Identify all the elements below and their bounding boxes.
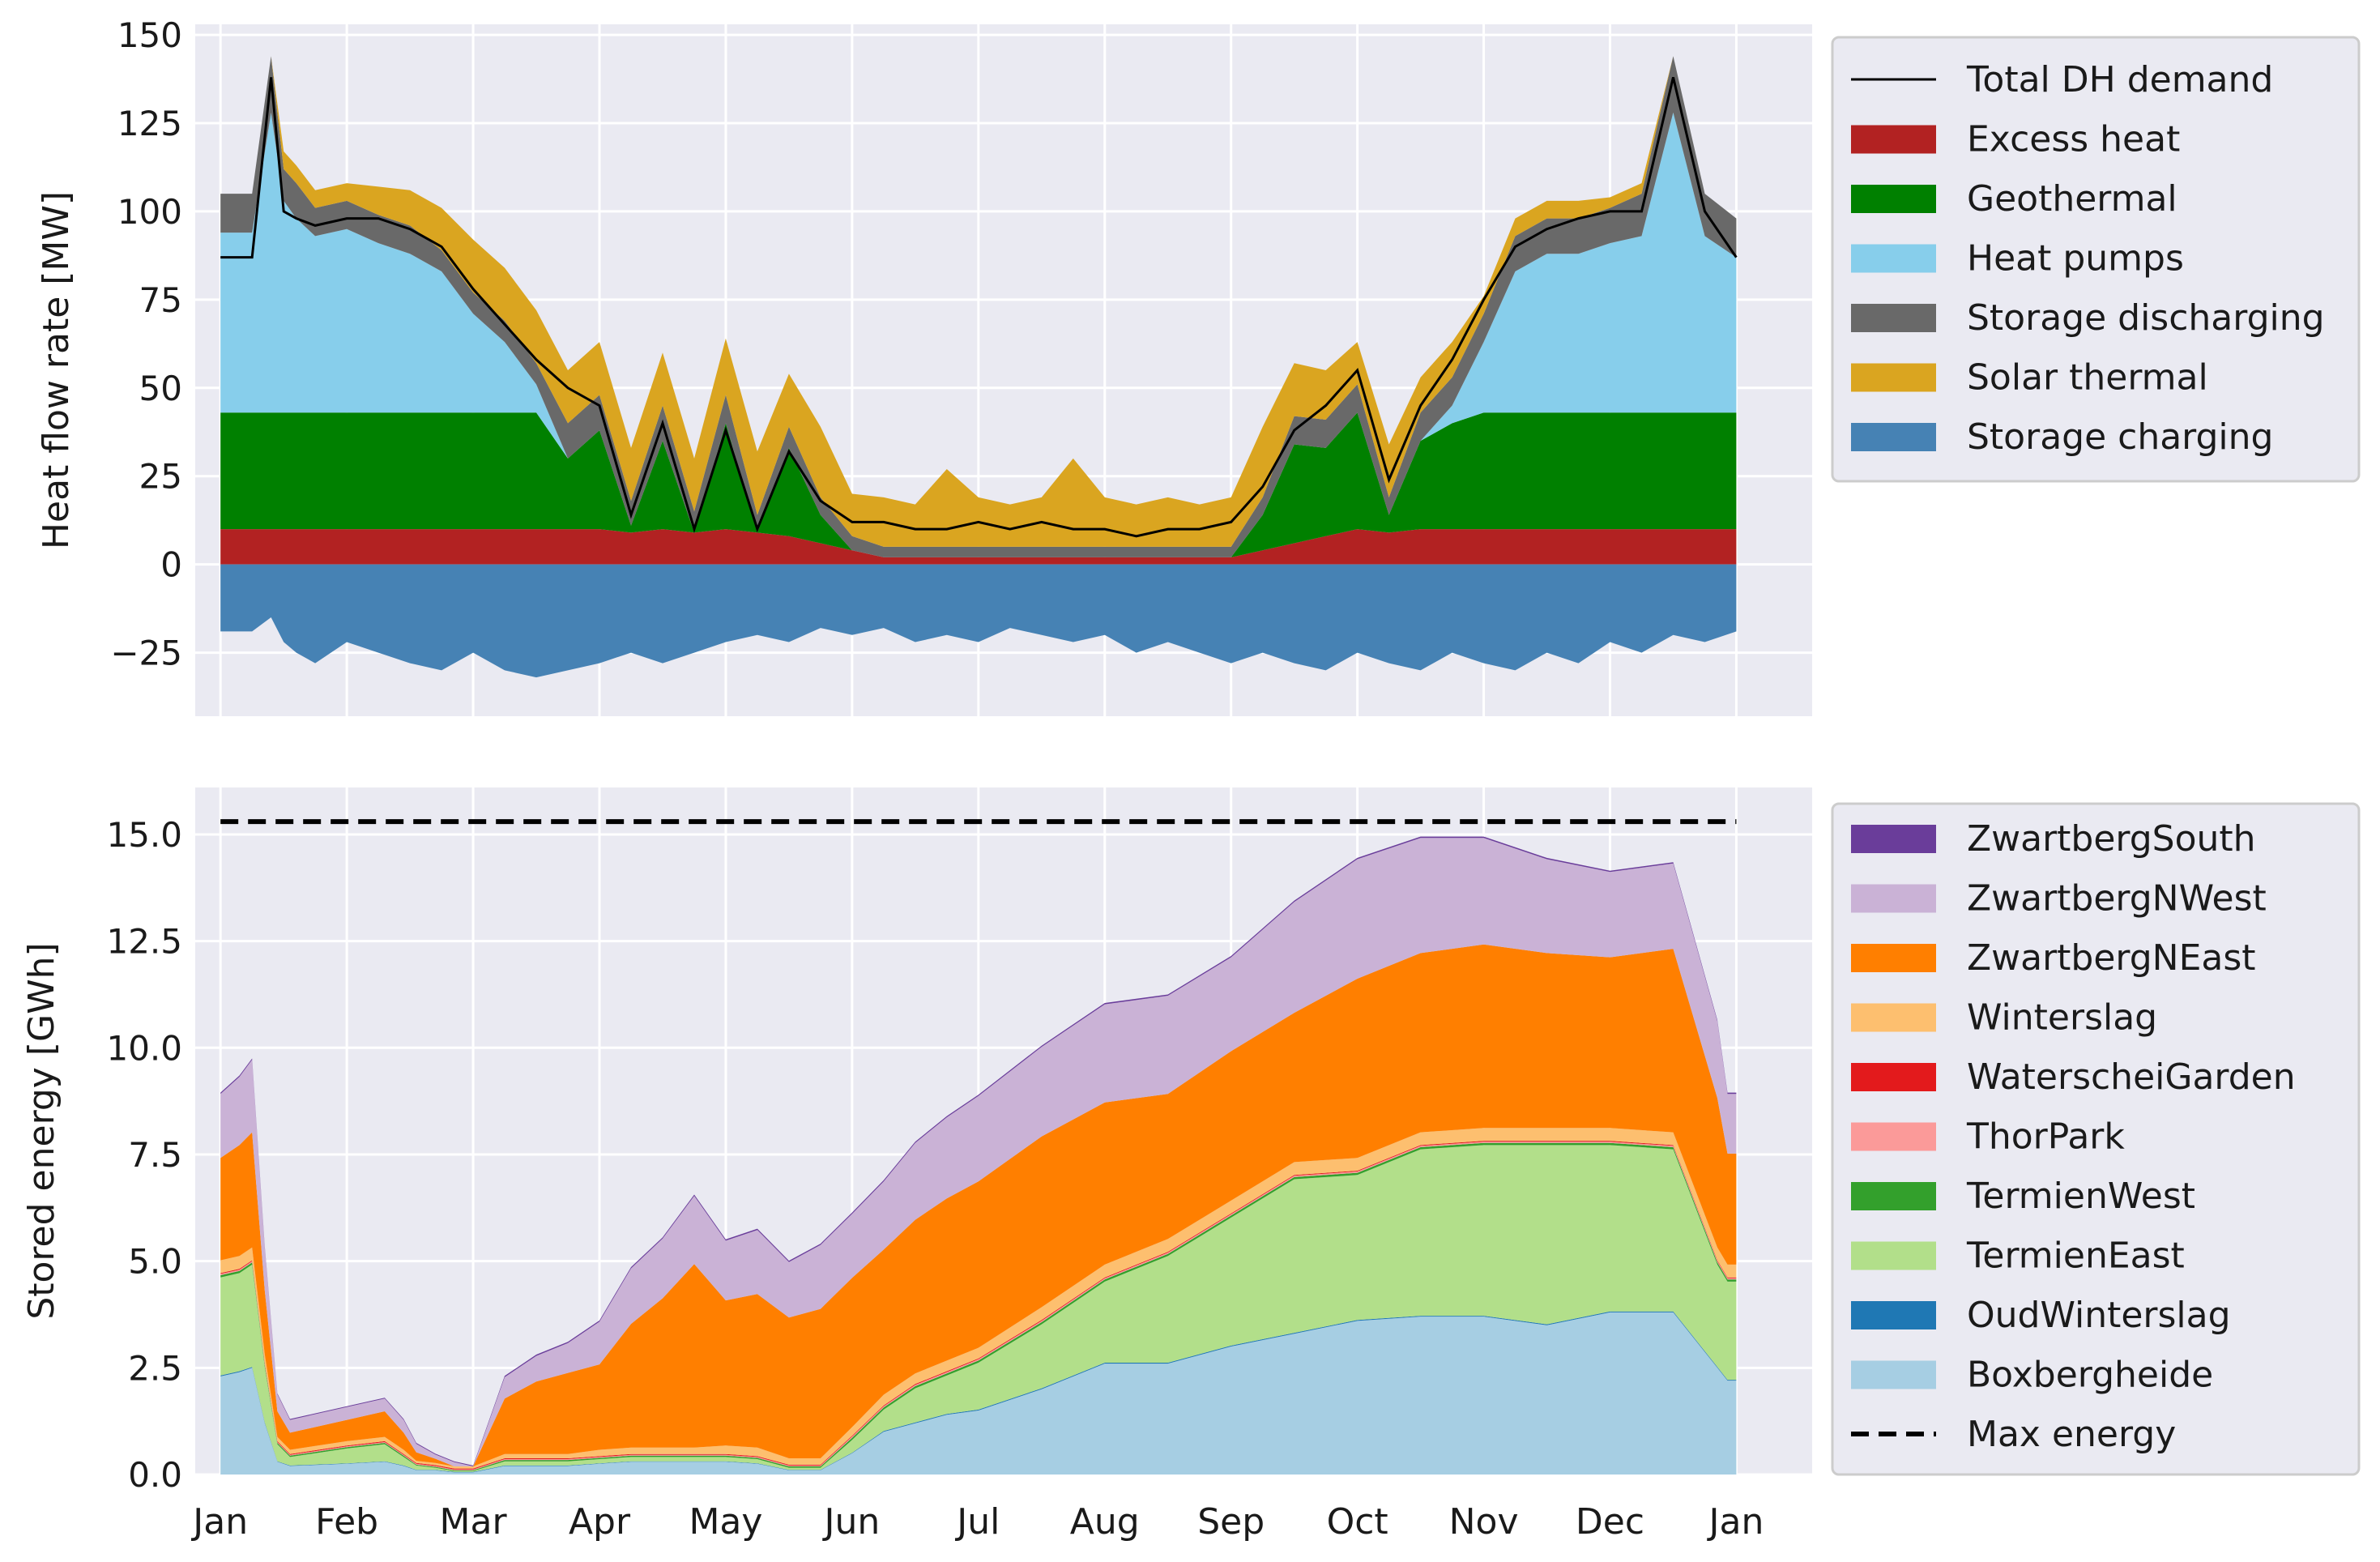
heat-flow-line-total-dh-demand [220, 77, 1738, 538]
heat-flow-y-tick-label: 50 [139, 369, 182, 408]
legend-label-oudwinterslag: OudWinterslag [1967, 1295, 2231, 1336]
x-tick-label-2: Mar [440, 1501, 508, 1543]
heat-flow-area-excess-heat [220, 529, 1737, 565]
x-tick-label-7: Aug [1070, 1501, 1140, 1543]
legend-swatch-waterscheigarden [1851, 1063, 1936, 1091]
stored-energy-legend: ZwartbergSouth ZwartbergNWest ZwartbergNEa… [1831, 802, 2361, 1476]
heat-flow-y-tick-label: −25 [110, 634, 182, 673]
heat-flow-y-tick-label: 25 [139, 457, 182, 497]
x-tick-label-10: Nov [1449, 1501, 1519, 1543]
stored-energy-y-tick-label: 0.0 [128, 1455, 182, 1495]
stored-energy-y-ticks: 0.0 2.5 5.0 7.5 10.0 12.5 15.0 [106, 815, 182, 1495]
stored-energy-panel: 0.0 2.5 5.0 7.5 10.0 12.5 15.0 Stored energy [… [21, 787, 2361, 1495]
legend-swatch-termienwest [1851, 1182, 1936, 1210]
x-tick-label-1: Feb [315, 1501, 378, 1543]
stored-energy-area-boxbergheide [220, 1312, 1737, 1475]
x-tick-label-4: May [689, 1501, 762, 1543]
stored-energy-legend-box [1831, 802, 2361, 1476]
legend-label-heat-pumps: Heat pumps [1967, 238, 2184, 280]
heat-flow-y-tick-label: 100 [117, 192, 182, 232]
x-tick-label-12: Jan [1707, 1501, 1764, 1543]
heat-flow-area-storage-charging [220, 564, 1737, 678]
stored-energy-y-tick-label: 15.0 [106, 815, 182, 855]
x-tick-label-6: Jul [954, 1501, 1000, 1543]
heat-flow-y-tick-label: 75 [139, 280, 182, 320]
stored-energy-area-zwartbergnwest [220, 838, 1737, 1466]
legend-label-termienwest: TermienWest [1966, 1176, 2195, 1217]
heat-flow-y-ticks: −25 0 25 50 75 100 125 150 [110, 15, 182, 673]
heat-flow-y-axis-label: Heat flow rate [MW] [36, 191, 77, 549]
x-tick-label-8: Sep [1197, 1501, 1265, 1543]
legend-swatch-thorpark [1851, 1122, 1936, 1151]
legend-swatch-geothermal [1851, 185, 1936, 213]
legend-label-zwartbergneast: ZwartbergNEast [1967, 937, 2256, 979]
legend-label-winterslag: Winterslag [1967, 997, 2157, 1039]
legend-swatch-oudwinterslag [1851, 1301, 1936, 1329]
x-tick-label-9: Oct [1327, 1501, 1388, 1543]
stored-energy-y-axis-label: Stored energy [GWh] [21, 942, 62, 1319]
heat-flow-legend: Total DH demand Excess heat Geothermal Heat… [1831, 36, 2361, 483]
legend-swatch-zwartbergneast [1851, 944, 1936, 972]
legend-swatch-zwartbergnwest [1851, 884, 1936, 913]
legend-label-termieneast: TermienEast [1966, 1236, 2185, 1277]
legend-swatch-storage-charging [1851, 423, 1936, 451]
month-x-ticks: Jan Feb Mar Apr May Jun Jul Aug Sep Oct Nov Dec Jan [190, 1501, 1764, 1543]
legend-label-storage-discharging: Storage discharging [1967, 297, 2325, 339]
heat-flow-area-solar-thermal [220, 56, 1737, 547]
stored-energy-y-tick-label: 12.5 [106, 922, 182, 962]
heat-flow-lines [220, 77, 1738, 538]
legend-label-boxbergheide: Boxbergheide [1967, 1355, 2213, 1396]
heat-flow-area-geothermal [220, 412, 1737, 557]
legend-label-solar-thermal: Solar thermal [1967, 357, 2208, 399]
x-tick-label-0: Jan [190, 1501, 248, 1543]
legend-swatch-solar-thermal [1851, 363, 1936, 392]
legend-label-zwartbergnwest: ZwartbergNWest [1967, 878, 2267, 920]
legend-label-waterscheigarden: WaterscheiGarden [1967, 1056, 2296, 1098]
legend-swatch-boxbergheide [1851, 1360, 1936, 1389]
stored-energy-y-tick-label: 5.0 [128, 1242, 182, 1282]
heat-flow-legend-box [1831, 36, 2361, 483]
stored-energy-y-tick-label: 7.5 [128, 1135, 182, 1175]
legend-swatch-termieneast [1851, 1241, 1936, 1270]
x-tick-label-11: Dec [1576, 1501, 1644, 1543]
x-tick-label-5: Jun [822, 1501, 881, 1543]
legend-label-geothermal: Geothermal [1967, 178, 2177, 220]
legend-swatch-heat-pumps [1851, 244, 1936, 273]
heat-flow-y-tick-label: 150 [117, 15, 182, 55]
legend-label-zwartbergsouth: ZwartbergSouth [1967, 818, 2256, 860]
stored-energy-area-zwartbergneast [220, 944, 1737, 1466]
legend-swatch-storage-discharging [1851, 304, 1936, 332]
legend-swatch-zwartbergsouth [1851, 825, 1936, 853]
heat-flow-y-tick-label: 125 [117, 104, 182, 143]
stored-energy-y-tick-label: 2.5 [128, 1348, 182, 1388]
legend-label-excess-heat: Excess heat [1967, 119, 2180, 160]
legend-label-thorpark: ThorPark [1966, 1116, 2125, 1158]
legend-label-max-energy: Max energy [1967, 1414, 2176, 1455]
stored-energy-areas [220, 836, 1737, 1475]
x-tick-label-3: Apr [569, 1501, 631, 1543]
heat-flow-areas [220, 56, 1737, 678]
legend-label-total-dh-demand: Total DH demand [1966, 59, 2273, 100]
legend-label-storage-charging: Storage charging [1967, 416, 2273, 458]
heat-flow-y-tick-label: 0 [160, 545, 182, 585]
stored-energy-area-termieneast [220, 1145, 1737, 1472]
stored-energy-y-tick-label: 10.0 [106, 1028, 182, 1068]
legend-swatch-excess-heat [1851, 125, 1936, 154]
legend-swatch-winterslag [1851, 1003, 1936, 1032]
